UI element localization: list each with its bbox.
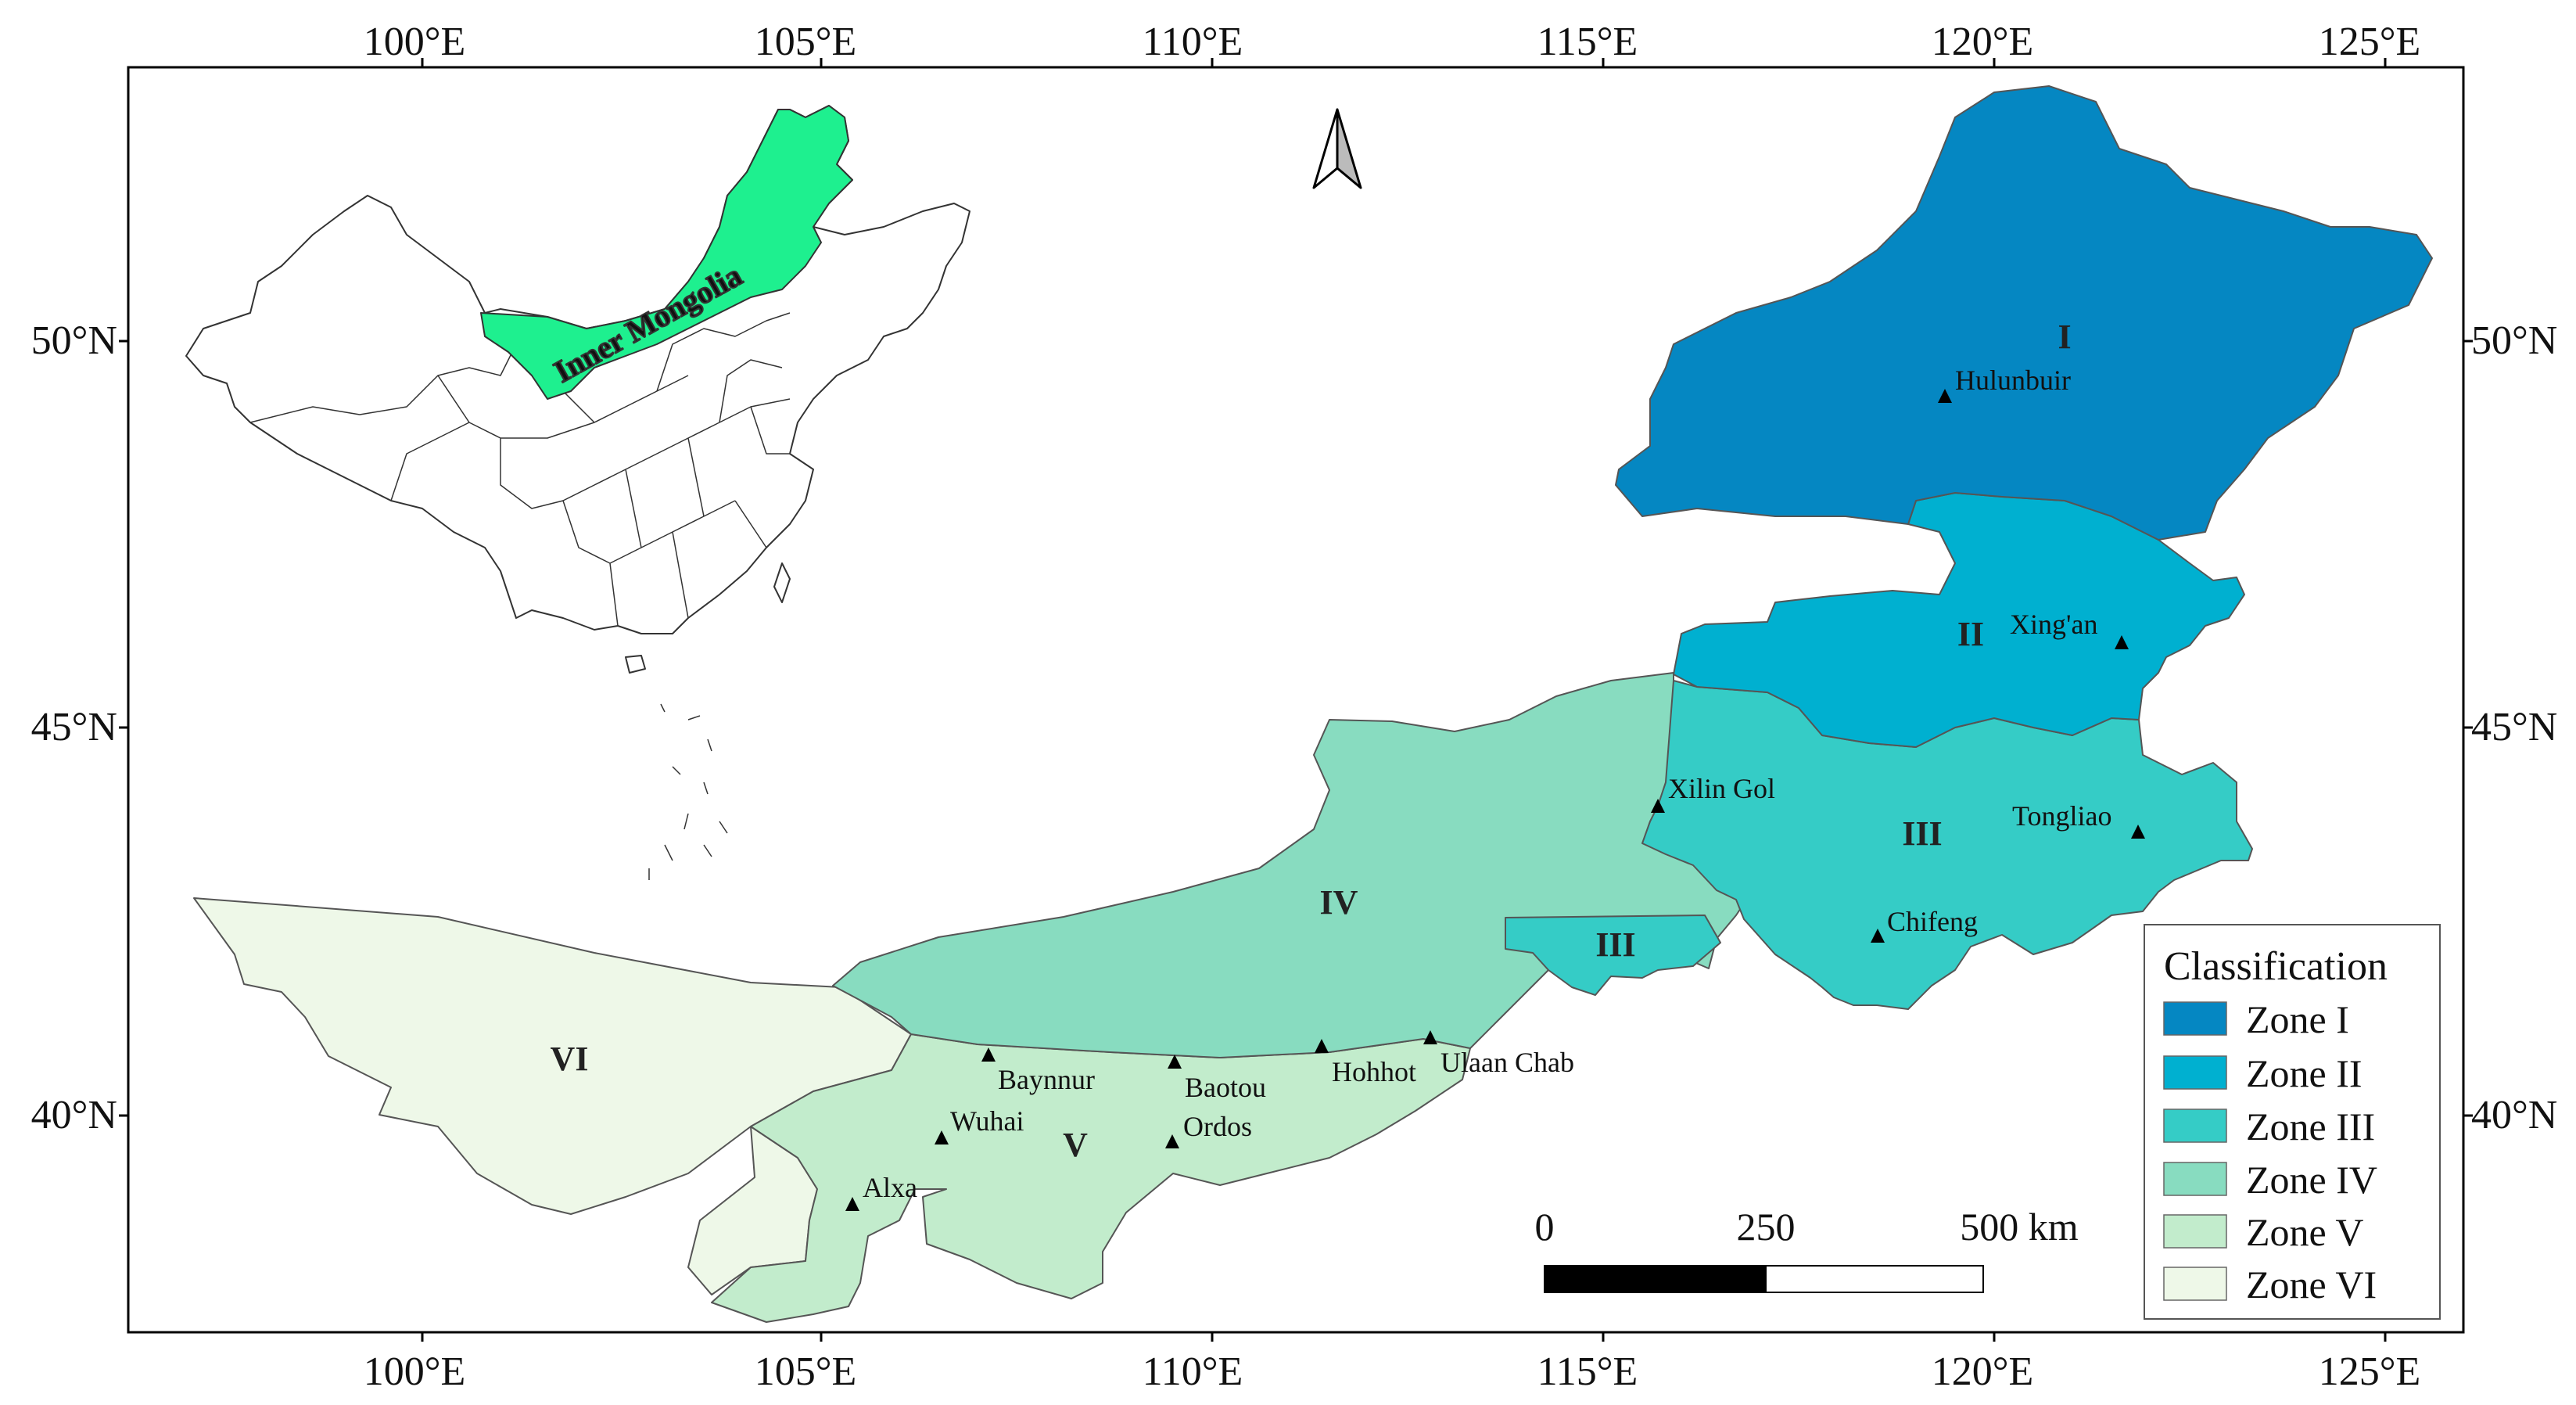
lon-label-bottom: 125°E (2319, 1349, 2421, 1394)
lon-label-top: 110°E (1143, 20, 1243, 64)
zones (193, 85, 2433, 1323)
legend-swatch (2163, 1162, 2227, 1196)
hainan-outline (625, 655, 646, 674)
scale-label-0: 0 (1535, 1205, 1555, 1249)
inner-mongolia-highlight (480, 105, 853, 400)
legend-swatch (2163, 1055, 2227, 1090)
city-label-alxa: Alxa (863, 1172, 917, 1203)
city-marker (1315, 1039, 1329, 1053)
frame-ticks (119, 58, 2473, 1342)
city-marker (1651, 799, 1665, 813)
left-latitude-labels: 50°N 45°N 40°N (31, 318, 117, 1137)
legend-swatch (2163, 1001, 2227, 1036)
lon-label-top: 120°E (1932, 20, 2034, 64)
city-marker (1423, 1030, 1437, 1044)
city-marker (1938, 389, 1952, 403)
zone-iii-small-area (1505, 915, 1721, 996)
lon-label-top: 100°E (364, 20, 466, 64)
legend-label: Zone III (2246, 1105, 2375, 1148)
lon-label-top: 125°E (2319, 20, 2421, 64)
zone-iv-area (832, 672, 1753, 1058)
scale-bar: 0 250 500 km (1535, 1205, 2079, 1293)
city-marker (845, 1197, 859, 1211)
lon-label-bottom: 120°E (1932, 1349, 2034, 1394)
top-longitude-labels: 100°E 105°E 110°E 115°E 120°E 125°E (364, 20, 2421, 64)
city-marker (2115, 635, 2129, 649)
city-label-chifeng: Chifeng (1887, 906, 1978, 937)
lon-label-bottom: 100°E (364, 1349, 466, 1394)
city-label-xingan: Xing'an (2010, 609, 2097, 640)
legend-swatch (2163, 1109, 2227, 1143)
lat-label-right: 50°N (2471, 318, 2557, 363)
zone-i-area (1615, 85, 2433, 541)
legend-label: Zone IV (2246, 1158, 2377, 1202)
zone-vi-label: VI (551, 1040, 589, 1078)
city-marker (1871, 929, 1885, 943)
city-marker (981, 1047, 996, 1062)
scale-label-500: 500 km (1960, 1205, 2079, 1249)
zone-i-label: I (2058, 318, 2071, 356)
lat-label-left: 45°N (31, 705, 117, 749)
legend-label: Zone VI (2246, 1263, 2377, 1306)
lon-label-top: 115°E (1537, 20, 1638, 64)
city-marker (935, 1130, 949, 1144)
city-label-hulunbuir: Hulunbuir (1955, 365, 2071, 396)
legend-title: Classification (2164, 944, 2388, 989)
city-label-tongliao: Tongliao (2012, 800, 2111, 832)
city-label-ordos: Ordos (1183, 1111, 1252, 1142)
city-labels: Hulunbuir Xing'an Xilin Gol Tongliao Chi… (863, 365, 2111, 1203)
city-marker (1165, 1134, 1179, 1148)
zone-v-label: V (1063, 1126, 1088, 1164)
city-label-hohhot: Hohhot (1332, 1056, 1416, 1087)
taiwan-outline (773, 562, 791, 603)
zone-iii-label: III (1902, 814, 1942, 853)
south-sea-islands (648, 703, 728, 880)
legend-swatch (2163, 1214, 2227, 1249)
scale-bar-black-segment (1544, 1265, 1767, 1293)
legend-label: Zone II (2246, 1051, 2363, 1095)
scale-label-250: 250 (1737, 1205, 1796, 1249)
inset-china-map: Inner Mongolia (185, 105, 970, 880)
city-label-baotou: Baotou (1185, 1072, 1266, 1103)
zone-labels: I II III III IV V VI (551, 318, 2072, 1164)
zone-ii-area (1673, 492, 2245, 748)
lon-label-top: 105°E (755, 20, 857, 64)
scale-bar-white-segment (1765, 1265, 1984, 1293)
lon-label-bottom: 105°E (755, 1349, 857, 1394)
legend-items: Zone I Zone II Zone III Zone IV Zone V Z… (2163, 997, 2377, 1306)
legend-swatch (2163, 1267, 2227, 1301)
zone-v-area (711, 1033, 1471, 1323)
city-label-xilingol: Xilin Gol (1668, 773, 1775, 804)
city-marker (2131, 825, 2145, 839)
lat-label-right: 40°N (2471, 1093, 2557, 1137)
lon-label-bottom: 115°E (1537, 1349, 1638, 1394)
lat-label-left: 40°N (31, 1093, 117, 1137)
map-frame (127, 66, 2465, 1334)
city-label-wuhai: Wuhai (950, 1105, 1024, 1137)
city-label-ulaanchab: Ulaan Chab (1440, 1047, 1574, 1078)
province-borders (249, 312, 791, 627)
zone-iv-label: IV (1320, 883, 1358, 922)
zone-ii-label: II (1957, 615, 1984, 653)
lon-label-bottom: 110°E (1143, 1349, 1243, 1394)
north-arrow-icon (1312, 108, 1362, 189)
city-marker (1168, 1055, 1182, 1069)
legend-label: Zone V (2246, 1210, 2363, 1254)
legend-label: Zone I (2246, 997, 2349, 1041)
city-markers (845, 389, 2145, 1211)
bottom-longitude-labels: 100°E 105°E 110°E 115°E 120°E 125°E (364, 1349, 2421, 1394)
zone-iii-small-label: III (1595, 925, 1635, 964)
legend: Classification Zone I Zone II Zone III Z… (2144, 924, 2441, 1320)
lat-label-left: 50°N (31, 318, 117, 363)
city-label-baynnur: Baynnur (998, 1064, 1095, 1095)
lat-label-right: 45°N (2471, 705, 2557, 749)
right-latitude-labels: 50°N 45°N 40°N (2471, 318, 2557, 1137)
